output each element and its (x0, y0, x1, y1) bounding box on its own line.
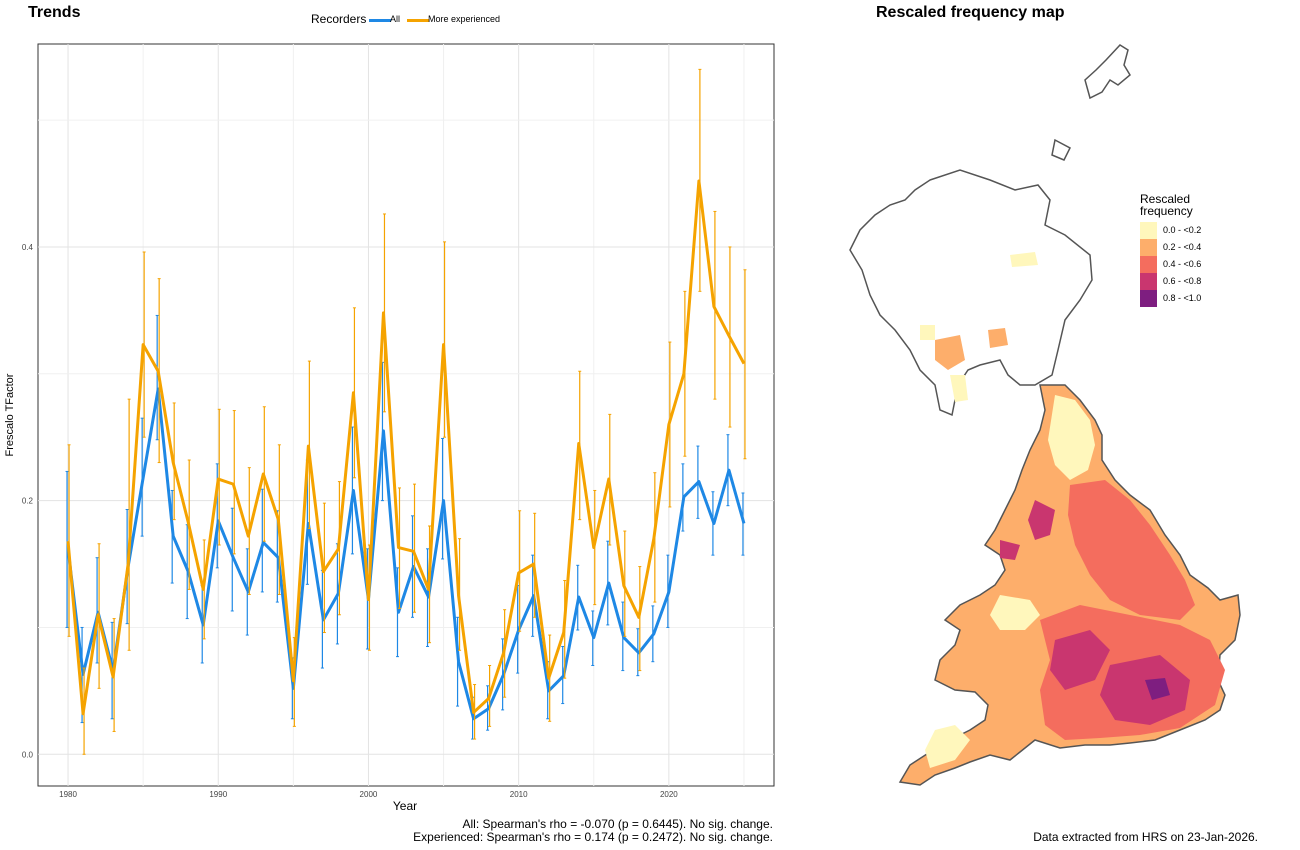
map-legend-title-line2: frequency (1140, 204, 1193, 218)
map-legend-label: 0.0 - <0.2 (1163, 225, 1202, 235)
patch-south-high-2 (1100, 655, 1190, 725)
map-legend-swatch (1140, 239, 1157, 256)
legend-swatch-all (369, 19, 391, 22)
map-legend-swatch (1140, 256, 1157, 273)
map-legend-label: 0.2 - <0.4 (1163, 242, 1202, 252)
y-axis-label: Frescalo TFactor (4, 373, 16, 456)
y-tick-label: 0.0 (22, 750, 34, 759)
x-tick-label: 1990 (209, 790, 227, 799)
x-tick-label: 2010 (510, 790, 528, 799)
y-tick-label: 0.4 (22, 243, 34, 252)
patch-east-mid (1068, 480, 1195, 620)
trends-title: Trends (28, 4, 81, 21)
patch-wales-low (990, 595, 1040, 630)
map-legend-label: 0.4 - <0.6 (1163, 259, 1202, 269)
series-layer (65, 68, 747, 755)
map-legend-item: 0.6 - <0.8 (1140, 273, 1260, 290)
map-title: Rescaled frequency map (876, 4, 1065, 21)
tick-labels: 1980 1990 2000 2010 2020 0.0 0.2 0.4 (22, 243, 678, 799)
patch-north-low (1048, 395, 1095, 480)
series-line (66, 387, 746, 721)
x-axis-label: Year (393, 799, 417, 813)
map-legend-label: 0.8 - <1.0 (1163, 293, 1202, 303)
y-tick-label: 0.2 (22, 497, 34, 506)
patch-scotland-south (950, 375, 968, 402)
trend-chart: 1980 1990 2000 2010 2020 0.0 0.2 0.4 Year Fresc… (4, 43, 775, 813)
map-legend-item: 0.4 - <0.6 (1140, 256, 1260, 273)
map-legend-title: Rescaled frequency (1140, 193, 1193, 217)
map-legend-swatch (1140, 222, 1157, 239)
x-tick-label: 2020 (660, 790, 678, 799)
map-legend-item: 0.0 - <0.2 (1140, 222, 1260, 239)
legend-swatch-experienced (407, 19, 429, 22)
series-experienced (66, 68, 747, 755)
caption-all: All: Spearman's rho = -0.070 (p = 0.6445… (462, 817, 773, 831)
legend-label-all: All (390, 14, 401, 24)
orkney (1051, 138, 1071, 161)
map-caption: Data extracted from HRS on 23-Jan-2026. (1033, 830, 1258, 844)
plot-panel (37, 43, 775, 787)
x-tick-label: 1980 (59, 790, 77, 799)
northern-isles (1084, 44, 1131, 100)
patch-south-high-1 (1050, 630, 1110, 690)
map-legend-label: 0.6 - <0.8 (1163, 276, 1202, 286)
patch-northwest-high (1028, 500, 1055, 540)
patch-scotland-east (988, 328, 1008, 348)
series-line (66, 179, 746, 716)
patch-top-class (1145, 678, 1170, 700)
legend-title: Recorders (311, 12, 367, 26)
patch-scotland-central (935, 335, 965, 370)
caption-experienced: Experienced: Spearman's rho = 0.174 (p =… (413, 830, 773, 844)
scotland (849, 169, 1093, 417)
patch-scotland-west (920, 325, 935, 340)
patch-scotland-north (1010, 252, 1038, 267)
x-tick-label: 2000 (360, 790, 378, 799)
map-legend-swatch (1140, 273, 1157, 290)
series-all (65, 314, 746, 740)
map-legend-swatch (1140, 290, 1157, 307)
map-legend-item: 0.8 - <1.0 (1140, 290, 1260, 307)
patch-southwest-low (925, 725, 970, 768)
map-legend-item: 0.2 - <0.4 (1140, 239, 1260, 256)
map-legend-title-line1: Rescaled (1140, 192, 1191, 206)
frequency-map (849, 44, 1241, 786)
patch-lancashire-high (1000, 540, 1020, 560)
legend-label-experienced: More experienced (428, 14, 501, 24)
grid (38, 44, 774, 786)
